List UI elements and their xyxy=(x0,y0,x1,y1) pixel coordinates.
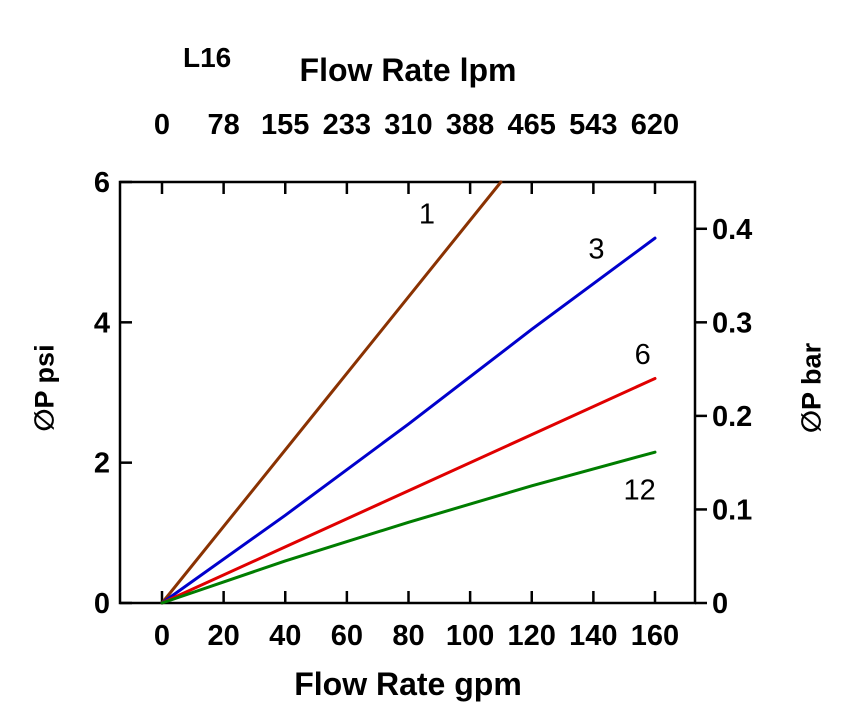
series-label-6: 6 xyxy=(635,339,651,371)
bottom-tick-label: 160 xyxy=(631,620,679,652)
top-tick-label: 620 xyxy=(631,109,679,141)
right-tick-label: 0 xyxy=(712,588,728,620)
bottom-tick-label: 80 xyxy=(392,620,424,652)
bottom-tick-label: 60 xyxy=(331,620,363,652)
model-label: L16 xyxy=(183,42,232,73)
top-axis-title: Flow Rate lpm xyxy=(299,52,517,88)
series-line-1 xyxy=(160,180,503,605)
series-line-12 xyxy=(160,450,657,605)
series-line-3 xyxy=(160,236,657,605)
right-tick-label: 0.2 xyxy=(712,401,752,433)
top-tick-label: 0 xyxy=(154,109,170,141)
left-tick-label: 4 xyxy=(94,307,110,339)
right-tick-label: 0.4 xyxy=(712,214,752,246)
left-tick-label: 6 xyxy=(94,167,110,199)
right-axis-title: ∅P bar xyxy=(796,342,827,434)
series-label-3: 3 xyxy=(588,234,604,266)
top-tick-label: 543 xyxy=(569,109,617,141)
top-tick-label: 465 xyxy=(508,109,556,141)
bottom-tick-label: 100 xyxy=(446,620,494,652)
bottom-tick-label: 20 xyxy=(207,620,239,652)
top-tick-label: 233 xyxy=(323,109,371,141)
bottom-axis-title: Flow Rate gpm xyxy=(294,666,522,702)
top-tick-label: 310 xyxy=(384,109,432,141)
bottom-tick-label: 40 xyxy=(269,620,301,652)
left-tick-label: 0 xyxy=(94,588,110,620)
right-tick-label: 0.3 xyxy=(712,307,752,339)
series-label-12: 12 xyxy=(623,474,655,506)
bottom-tick-label: 120 xyxy=(508,620,556,652)
plot-frame xyxy=(118,180,697,605)
series-line-6 xyxy=(160,376,657,605)
left-axis-title: ∅P psi xyxy=(29,344,60,432)
bottom-tick-label: 0 xyxy=(154,620,170,652)
top-tick-label: 78 xyxy=(207,109,239,141)
series-label-1: 1 xyxy=(419,199,435,231)
right-tick-label: 0.1 xyxy=(712,494,752,526)
bottom-tick-label: 140 xyxy=(569,620,617,652)
left-tick-label: 2 xyxy=(94,448,110,480)
top-tick-label: 388 xyxy=(446,109,494,141)
top-tick-label: 155 xyxy=(261,109,309,141)
